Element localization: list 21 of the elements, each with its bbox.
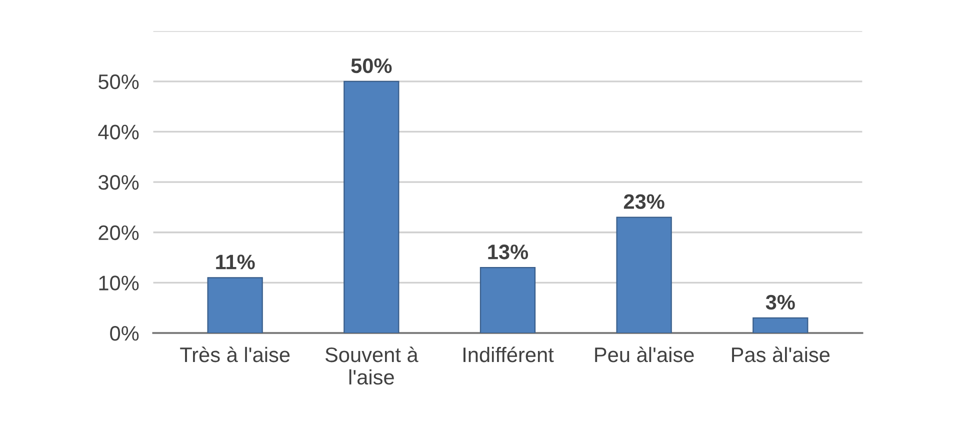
x-tick-label: Très à l'aise	[180, 346, 290, 362]
x-tick-label: Peu àl'aise	[595, 346, 694, 362]
x-tick-label: Souvent à l'aise	[325, 346, 418, 385]
y-tick-label: 40%	[98, 124, 139, 140]
data-label: 11%	[216, 254, 255, 270]
data-label: 23%	[624, 194, 664, 210]
bar	[616, 216, 672, 333]
data-label: 50%	[351, 58, 392, 74]
x-tick-label: Indifférent	[464, 346, 554, 362]
y-tick-label: 20%	[98, 225, 139, 240]
data-label: 13%	[488, 244, 528, 260]
bar	[207, 277, 263, 333]
bar	[752, 317, 808, 333]
y-tick-label: 0%	[110, 326, 139, 341]
y-tick-label: 10%	[99, 276, 139, 290]
y-tick-label: 50%	[98, 74, 139, 90]
x-tick-label: Pas àl'aise	[732, 346, 830, 362]
y-tick-label: 30%	[98, 175, 139, 190]
data-label: 3%	[766, 294, 795, 310]
bar	[480, 267, 536, 333]
bar	[344, 80, 400, 333]
